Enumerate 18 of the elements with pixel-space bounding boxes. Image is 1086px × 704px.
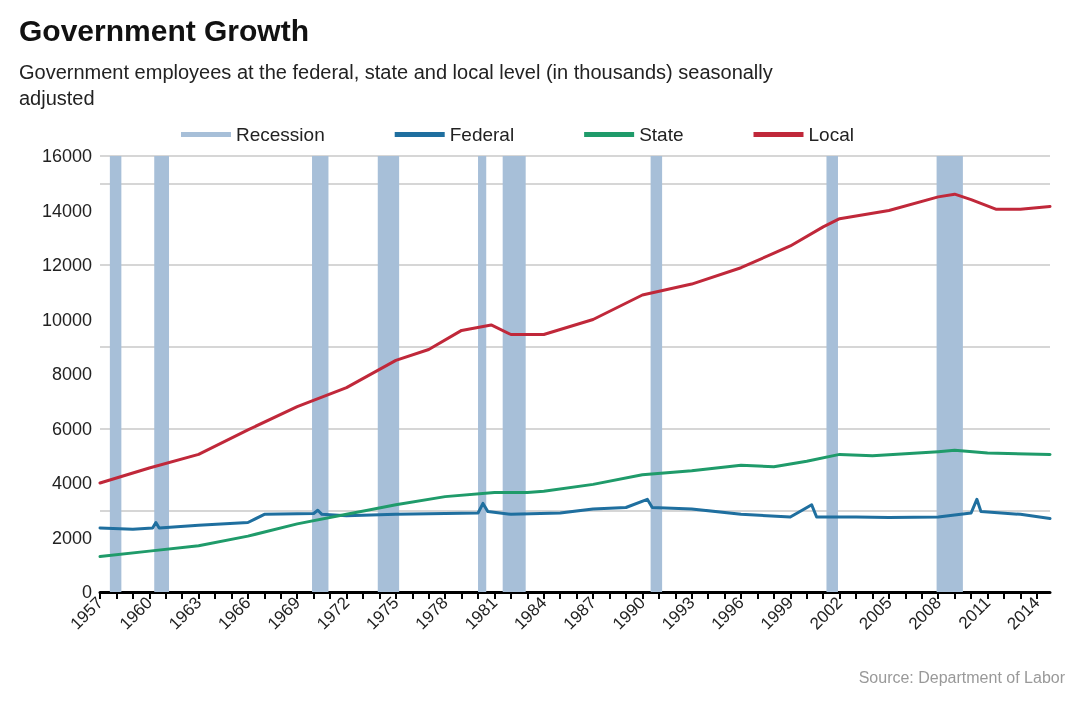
y-tick-label: 4000 — [51, 473, 92, 493]
y-tick-label: 16000 — [41, 146, 92, 166]
legend-label: Local — [808, 124, 854, 145]
chart-title: Government Growth — [19, 13, 310, 47]
source-note: Source: Department of Labor — [858, 668, 1066, 686]
legend-label: Recession — [236, 124, 325, 145]
chart-subtitle: Government employees at the federal, state and local level (in thousands) seasonally adjusted — [19, 61, 779, 109]
line-series — [98, 497, 1052, 531]
legend-label: Federal — [449, 124, 515, 145]
y-tick-label: 8000 — [51, 364, 92, 384]
line-series — [98, 448, 1052, 559]
y-tick-label: 10000 — [41, 309, 92, 330]
line-series — [98, 192, 1052, 485]
y-tick-label: 6000 — [51, 418, 92, 439]
legend-label: State — [639, 124, 684, 145]
y-tick-label: 14000 — [41, 200, 92, 221]
y-tick-label: 12000 — [41, 255, 92, 275]
y-tick-label: 2000 — [51, 527, 92, 548]
